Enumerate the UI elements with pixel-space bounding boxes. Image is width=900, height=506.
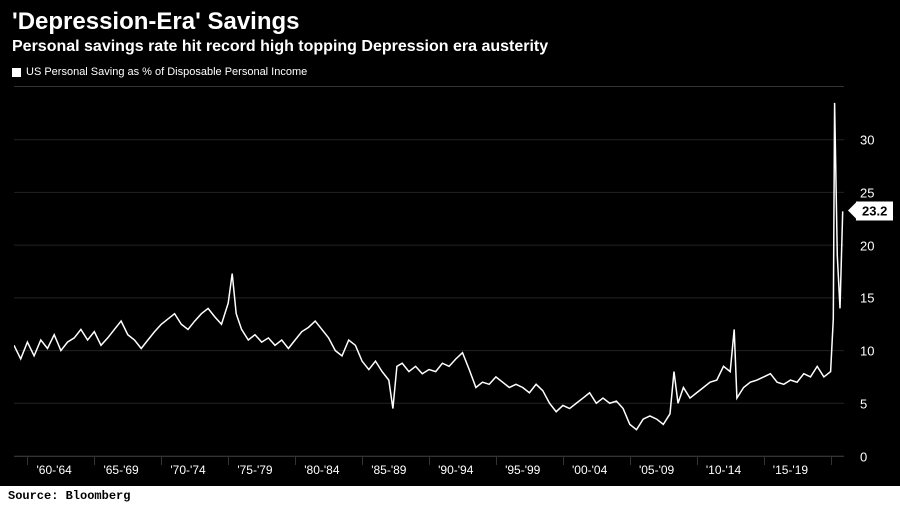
x-tick-mark [496,457,497,465]
y-tick-label: 0 [860,450,886,465]
x-tick-mark [563,457,564,465]
x-tick-mark [27,457,28,465]
legend-marker-icon [12,68,21,77]
x-tick-label: '75-'79 [237,463,272,477]
x-tick-label: '90-'94 [438,463,473,477]
chart-subtitle: Personal savings rate hit record high to… [0,38,900,62]
last-value-tag: 23.2 [856,201,893,220]
line-chart-svg [14,87,844,456]
x-tick-label: '70-'74 [170,463,205,477]
x-tick-label: '85-'89 [371,463,406,477]
y-tick-label: 10 [860,344,886,359]
x-tick-label: '10-'14 [706,463,741,477]
x-tick-mark [362,457,363,465]
legend: US Personal Saving as % of Disposable Pe… [0,62,900,82]
x-tick-label: '80-'84 [304,463,339,477]
y-tick-label: 30 [860,132,886,147]
x-tick-label: '95-'99 [505,463,540,477]
source-attribution: Source: Bloomberg [0,486,900,506]
legend-label: US Personal Saving as % of Disposable Pe… [26,66,307,78]
y-tick-label: 20 [860,238,886,253]
x-tick-mark [161,457,162,465]
y-tick-label: 25 [860,185,886,200]
chart-plot-area: 051015202530 [14,86,844,456]
chart-title: 'Depression-Era' Savings [0,0,900,38]
x-tick-mark [764,457,765,465]
x-tick-mark [295,457,296,465]
x-tick-label: '60-'64 [37,463,72,477]
x-tick-mark [831,457,832,465]
x-tick-label: '65-'69 [103,463,138,477]
x-tick-label: '15-'19 [773,463,808,477]
x-tick-mark [228,457,229,465]
x-tick-mark [429,457,430,465]
x-tick-mark [94,457,95,465]
x-tick-label: '00-'04 [572,463,607,477]
y-tick-label: 5 [860,397,886,412]
y-tick-label: 15 [860,291,886,306]
x-tick-mark [630,457,631,465]
x-tick-mark [697,457,698,465]
x-axis: '60-'64 '65-'69 '70-'74 '75-'79 '80-'84 '85-'… [14,456,844,484]
x-tick-label: '05-'09 [639,463,674,477]
